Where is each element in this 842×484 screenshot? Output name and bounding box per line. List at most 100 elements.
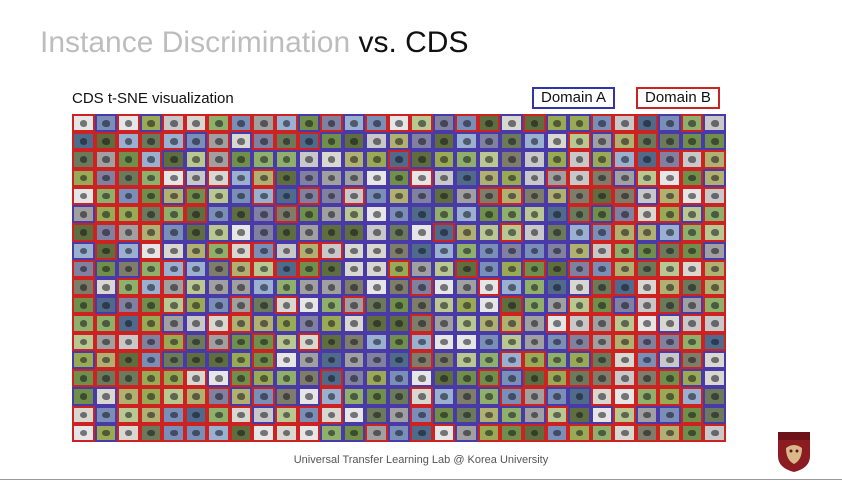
tsne-thumbnail xyxy=(274,296,298,315)
tsne-thumbnail xyxy=(635,223,659,242)
tsne-thumbnail xyxy=(184,296,208,315)
tsne-thumbnail xyxy=(680,150,704,169)
tsne-thumbnail xyxy=(139,296,163,315)
tsne-thumbnail xyxy=(568,132,591,151)
tsne-thumbnail xyxy=(297,241,321,260)
tsne-thumbnail xyxy=(410,314,433,333)
tsne-thumbnail xyxy=(613,132,636,151)
tsne-thumbnail xyxy=(658,423,681,442)
tsne-thumbnail xyxy=(455,186,478,206)
tsne-thumbnail xyxy=(500,277,524,297)
tsne-thumbnail xyxy=(342,259,366,278)
tsne-thumbnail xyxy=(568,405,591,424)
tsne-thumbnail xyxy=(387,150,411,169)
tsne-thumbnail xyxy=(590,168,614,187)
tsne-thumbnail xyxy=(590,405,614,424)
tsne-thumbnail xyxy=(477,277,501,297)
tsne-thumbnail xyxy=(387,350,411,370)
tsne-thumbnail xyxy=(342,150,366,169)
tsne-thumbnail xyxy=(72,186,95,206)
tsne-thumbnail xyxy=(117,405,140,424)
tsne-thumbnail xyxy=(545,205,569,224)
tsne-thumbnail xyxy=(523,423,546,442)
tsne-thumbnail xyxy=(72,332,95,351)
tsne-thumbnail xyxy=(94,168,118,187)
tsne-thumbnail xyxy=(523,114,546,133)
tsne-thumbnail xyxy=(184,277,208,297)
tsne-thumbnail xyxy=(365,205,388,224)
tsne-thumbnail xyxy=(72,350,95,370)
tsne-thumbnail xyxy=(590,423,614,442)
tsne-thumbnail xyxy=(72,369,95,388)
tsne-thumbnail xyxy=(432,223,456,242)
tsne-thumbnail xyxy=(590,350,614,370)
tsne-thumbnail xyxy=(613,314,636,333)
tsne-thumbnail xyxy=(297,405,321,424)
tsne-thumbnail xyxy=(117,132,140,151)
tsne-thumbnail xyxy=(72,168,95,187)
tsne-thumbnail xyxy=(658,168,681,187)
tsne-thumbnail xyxy=(703,277,726,297)
tsne-thumbnail xyxy=(252,132,275,151)
slide-footer: Universal Transfer Learning Lab @ Korea … xyxy=(293,454,549,466)
tsne-thumbnail xyxy=(342,168,366,187)
tsne-thumbnail xyxy=(500,405,524,424)
tsne-thumbnail xyxy=(229,168,253,187)
tsne-thumbnail xyxy=(387,223,411,242)
tsne-thumbnail xyxy=(410,259,433,278)
slide-title-part2: vs. CDS xyxy=(358,26,469,59)
tsne-thumbnail xyxy=(365,259,388,278)
tsne-thumbnail xyxy=(320,296,343,315)
tsne-thumbnail xyxy=(545,168,569,187)
tsne-thumbnail xyxy=(252,369,275,388)
tsne-thumbnail xyxy=(590,277,614,297)
tsne-thumbnail xyxy=(590,296,614,315)
tsne-thumbnail xyxy=(229,332,253,351)
tsne-thumbnail xyxy=(342,387,366,406)
tsne-thumbnail xyxy=(229,223,253,242)
tsne-thumbnail xyxy=(139,223,163,242)
tsne-thumbnail xyxy=(94,223,118,242)
tsne-thumbnail xyxy=(229,114,253,133)
tsne-thumbnail xyxy=(658,296,681,315)
tsne-thumbnail xyxy=(545,423,569,442)
tsne-thumbnail xyxy=(545,241,569,260)
tsne-thumbnail xyxy=(455,259,478,278)
tsne-thumbnail xyxy=(365,241,388,260)
tsne-thumbnail xyxy=(387,277,411,297)
tsne-thumbnail xyxy=(500,186,524,206)
tsne-thumbnail xyxy=(590,314,614,333)
tsne-thumbnail xyxy=(410,277,433,297)
tsne-thumbnail xyxy=(410,168,433,187)
tsne-thumbnail xyxy=(162,314,185,333)
tsne-thumbnail xyxy=(207,223,230,242)
tsne-thumbnail xyxy=(703,223,726,242)
tsne-thumbnail xyxy=(139,241,163,260)
tsne-thumbnail xyxy=(274,277,298,297)
tsne-thumbnail xyxy=(387,114,411,133)
tsne-thumbnail xyxy=(297,114,321,133)
tsne-thumbnail xyxy=(297,186,321,206)
tsne-thumbnail xyxy=(455,369,478,388)
tsne-thumbnail xyxy=(94,423,118,442)
tsne-thumbnail xyxy=(162,223,185,242)
tsne-thumbnail xyxy=(500,423,524,442)
tsne-thumbnail xyxy=(117,114,140,133)
tsne-thumbnail xyxy=(207,405,230,424)
tsne-thumbnail xyxy=(139,150,163,169)
tsne-thumbnail xyxy=(365,223,388,242)
tsne-thumbnail xyxy=(252,168,275,187)
tsne-thumbnail xyxy=(455,132,478,151)
tsne-thumbnail xyxy=(229,296,253,315)
tsne-thumbnail xyxy=(545,387,569,406)
tsne-thumbnail xyxy=(207,205,230,224)
tsne-thumbnail xyxy=(500,114,524,133)
tsne-thumbnail xyxy=(590,132,614,151)
tsne-thumbnail xyxy=(139,186,163,206)
tsne-thumbnail xyxy=(117,150,140,169)
tsne-thumbnail xyxy=(523,369,546,388)
tsne-thumbnail xyxy=(477,387,501,406)
tsne-thumbnail xyxy=(568,369,591,388)
tsne-thumbnail xyxy=(477,150,501,169)
tsne-thumbnail xyxy=(635,150,659,169)
